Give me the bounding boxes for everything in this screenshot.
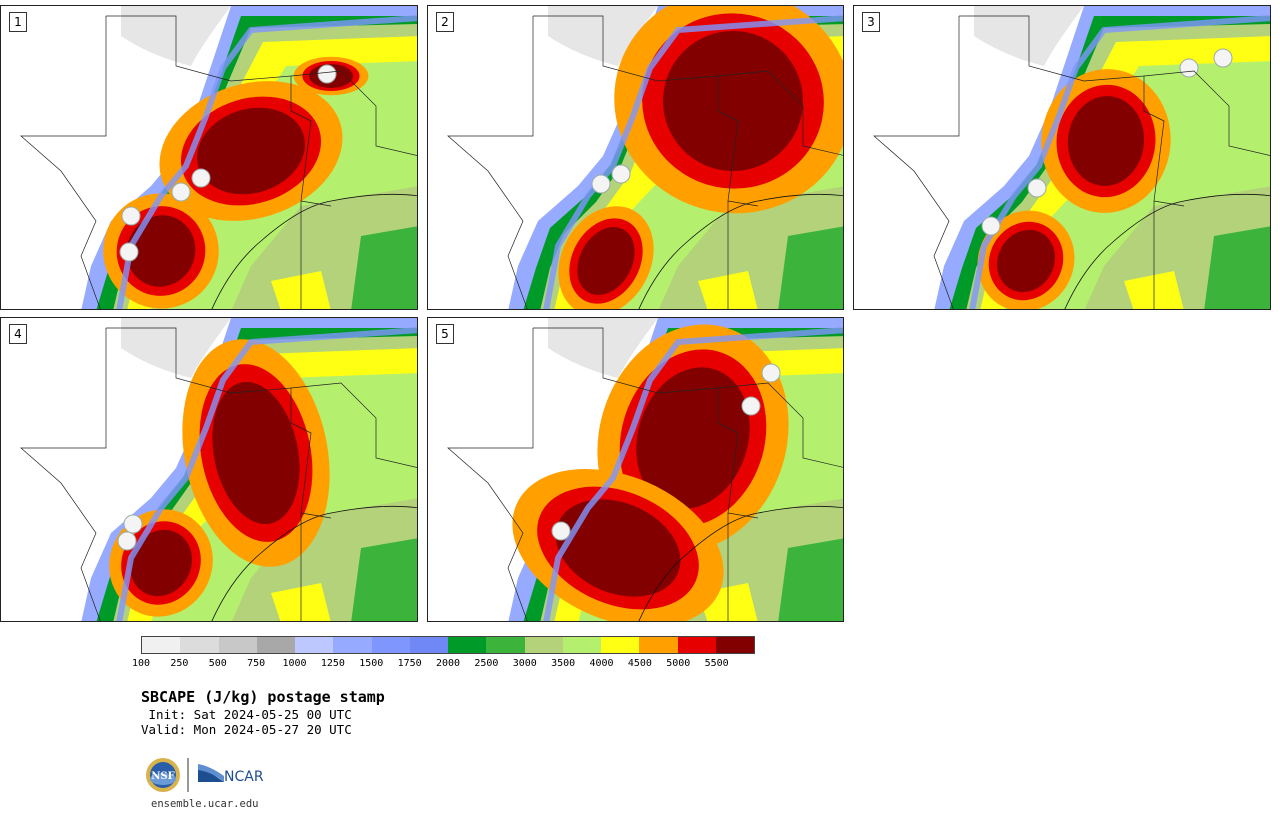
- sbcape-map: [854, 6, 1270, 309]
- map-panel-4: 4: [0, 317, 418, 622]
- colorbar-tick-label: 250: [170, 658, 189, 669]
- panel-number-label: 2: [436, 12, 454, 32]
- colorbar-tick-label: 3500: [551, 658, 576, 669]
- colorbar-tick-labels: 100 250 500 750 1000 1250 1500 1750 2000 2500 3000…: [132, 658, 755, 672]
- colorbar-cell: [601, 637, 640, 653]
- colorbar-tick-label: 5000: [666, 658, 691, 669]
- nsf-logo-text: NSF: [151, 771, 174, 782]
- sbcape-map: [1, 6, 417, 309]
- colorbar: [141, 636, 755, 654]
- colorbar-cell: [715, 637, 754, 653]
- colorbar-tick-label: 100: [131, 658, 151, 669]
- panel-number-label: 4: [9, 324, 27, 344]
- colorbar-cell: [295, 637, 334, 653]
- nsf-logo-icon: NSF: [146, 758, 180, 792]
- colorbar-tick-label: 1500: [359, 658, 384, 669]
- colorbar-tick-label: 1000: [282, 658, 307, 669]
- panel-number-label: 1: [9, 12, 27, 32]
- init-time: Init: Sat 2024-05-25 00 UTC: [141, 707, 352, 722]
- colorbar-cell: [256, 637, 295, 653]
- colorbar-tick-label: 3000: [512, 658, 537, 669]
- ncar-logo-text: NCAR: [224, 769, 264, 785]
- map-panel-5: 5: [427, 317, 844, 622]
- colorbar-cell: [677, 637, 716, 653]
- colorbar-cell: [639, 637, 678, 653]
- colorbar-cell: [218, 637, 257, 653]
- colorbar-cell: [371, 637, 410, 653]
- map-panel-2: 2: [427, 5, 844, 310]
- map-panel-1: 1: [0, 5, 418, 310]
- colorbar-cell: [486, 637, 525, 653]
- colorbar-tick-label: 4500: [627, 658, 652, 669]
- colorbar-cell: [333, 637, 372, 653]
- colorbar-tick-label: 4000: [589, 658, 614, 669]
- colorbar-tick-label: 750: [247, 658, 266, 669]
- ncar-logo-icon: NCAR: [198, 764, 264, 785]
- map-panel-3: 3: [853, 5, 1271, 310]
- colorbar-tick-label: 2000: [435, 658, 461, 669]
- sbcape-map: [428, 6, 843, 309]
- logos: NSF NCAR: [146, 758, 264, 792]
- colorbar-cell: [409, 637, 448, 653]
- colorbar-cell: [142, 637, 181, 653]
- colorbar-tick-label: 5500: [704, 658, 729, 669]
- figure-title: SBCAPE (J/kg) postage stamp: [141, 688, 385, 706]
- colorbar-cell: [562, 637, 601, 653]
- colorbar-cell: [448, 637, 487, 653]
- sbcape-map: [428, 318, 843, 621]
- colorbar-tick-label: 1750: [397, 658, 422, 669]
- panel-number-label: 3: [862, 12, 880, 32]
- valid-time: Valid: Mon 2024-05-27 20 UTC: [141, 722, 352, 737]
- colorbar-tick-label: 500: [208, 658, 227, 669]
- footer-url[interactable]: ensemble.ucar.edu: [151, 798, 259, 810]
- colorbar-cell: [180, 637, 219, 653]
- colorbar-cell: [524, 637, 563, 653]
- colorbar-tick-label: 2500: [474, 658, 499, 669]
- panel-number-label: 5: [436, 324, 454, 344]
- colorbar-tick-label: 1250: [320, 658, 345, 669]
- sbcape-map: [1, 318, 417, 621]
